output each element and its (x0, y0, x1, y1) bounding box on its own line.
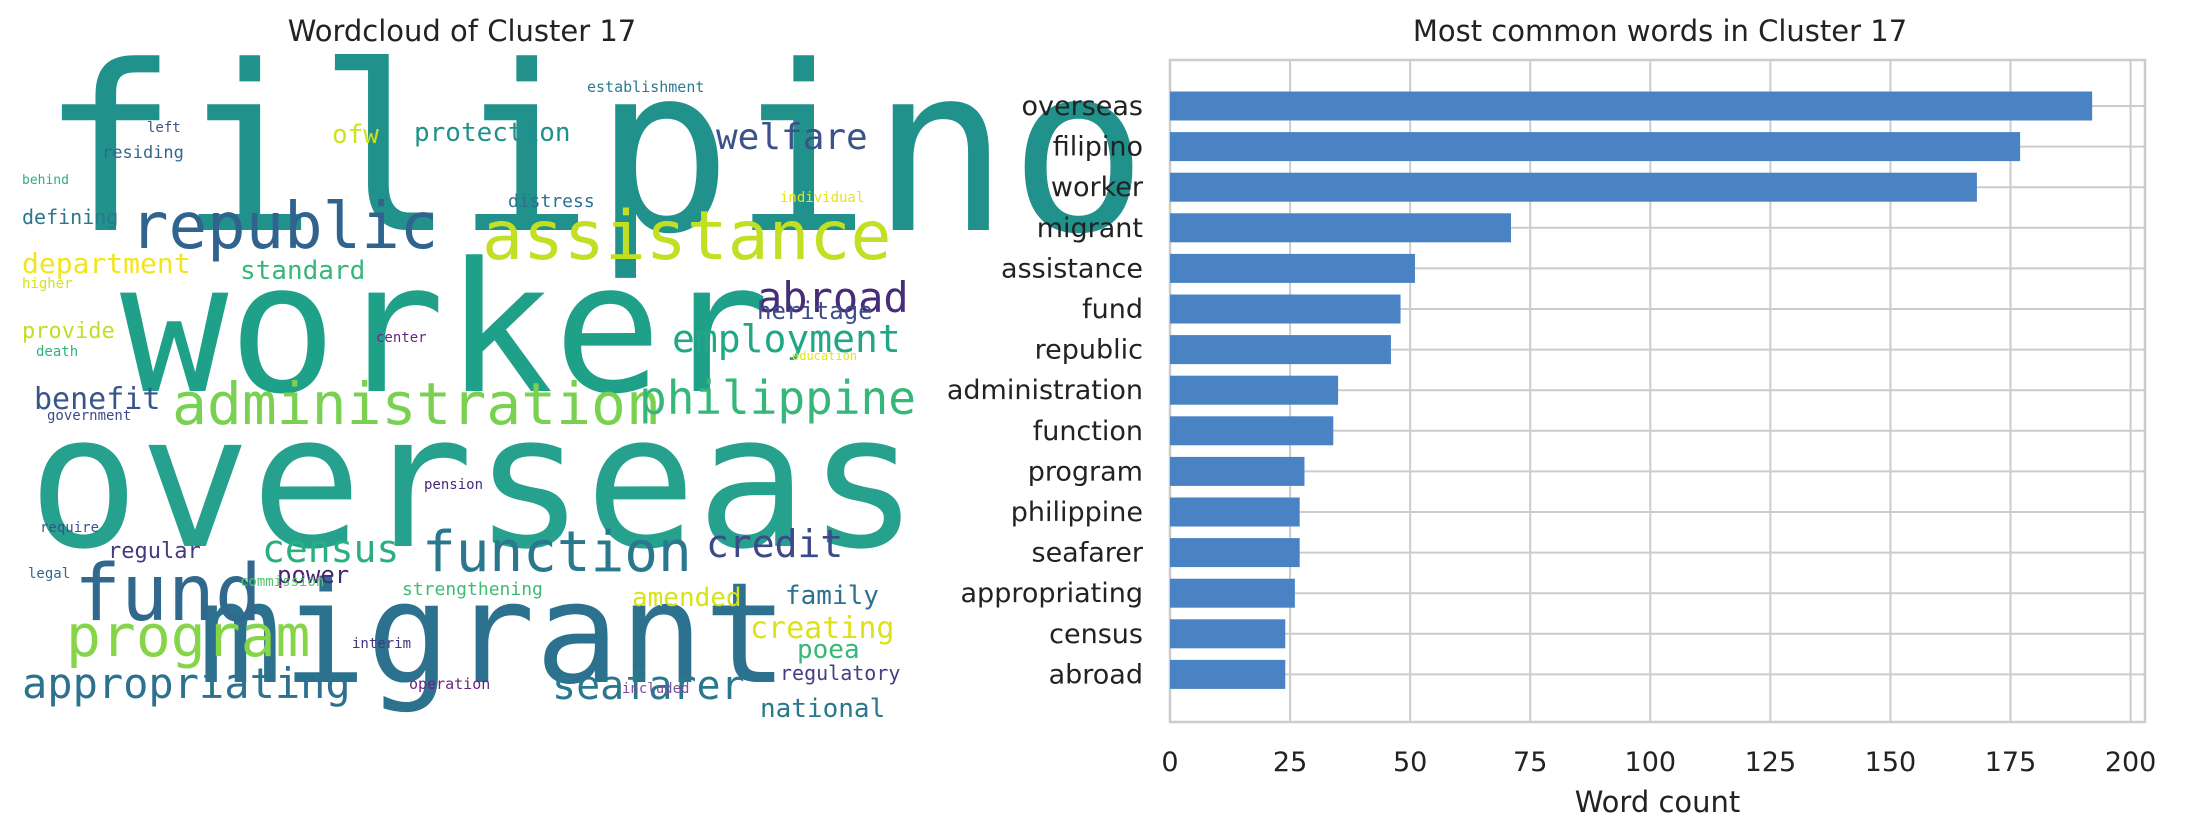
bar-seafarer (1170, 538, 1300, 568)
x-tick-label: 50 (1393, 747, 1427, 778)
y-tick-label: abroad (1049, 659, 1143, 690)
wordcloud-word-regular: regular (108, 539, 201, 564)
wordcloud-word-legal: legal (28, 566, 71, 582)
wordcloud-word-provide: provide (22, 319, 115, 344)
wordcloud-word-department: department (22, 247, 191, 280)
bar-chart-title: Most common words in Cluster 17 (1412, 14, 1908, 48)
wordcloud-word-appropriating: appropriating (22, 659, 351, 708)
wordcloud-word-commission: commission (240, 574, 325, 590)
wordcloud-title: Wordcloud of Cluster 17 (287, 14, 637, 48)
y-tick-label: program (1028, 456, 1143, 487)
wordcloud-word-creating: creating (750, 611, 895, 646)
wordcloud-word-credit: credit (706, 522, 844, 566)
wordcloud-word-worker: worker (120, 225, 771, 434)
wordcloud-word-amended: amended (632, 583, 742, 613)
wordcloud-word-assistance: assistance (482, 197, 892, 276)
x-tick-label: 175 (1985, 747, 2037, 778)
wordcloud-word-benefit: benefit (34, 382, 161, 417)
x-tick-label: 125 (1745, 747, 1797, 778)
bar-filipino (1170, 132, 2021, 162)
y-tick-label: overseas (1022, 91, 1144, 122)
wordcloud-word-distress: distress (508, 191, 595, 212)
wordcloud-word-administration: administration (172, 370, 661, 438)
wordcloud-word-included: included (622, 681, 690, 697)
wordcloud-word-protection: protection (414, 118, 571, 148)
bar-overseas (1170, 91, 2093, 121)
y-tick-label: worker (1051, 172, 1144, 203)
wordcloud-word-behind: behind (22, 173, 69, 188)
bar-fund (1170, 294, 1401, 324)
wordcloud-word-defining: defining (22, 205, 119, 229)
x-tick-label: 75 (1513, 747, 1547, 778)
y-tick-label: migrant (1037, 213, 1143, 244)
wordcloud-word-education: education (792, 349, 858, 363)
wordcloud-word-fund: fund (74, 549, 262, 639)
y-tick-label: republic (1035, 335, 1143, 366)
wordcloud: filipino worker overseas migrant republic ass… (22, 37, 1148, 724)
x-tick-label: 200 (2105, 747, 2157, 778)
bar-appropriating (1170, 578, 1295, 608)
bar-worker (1170, 172, 1977, 202)
wordcloud-word-require: require (40, 520, 100, 536)
wordcloud-word-death: death (36, 344, 79, 360)
y-tick-label: filipino (1053, 132, 1143, 163)
wordcloud-word-center: center (376, 330, 427, 346)
wordcloud-word-individual: individual (780, 190, 865, 206)
wordcloud-word-left: left (147, 120, 181, 136)
wordcloud-word-abroad: abroad (757, 273, 909, 322)
bar-abroad (1170, 659, 1286, 689)
bar-census (1170, 619, 1286, 649)
wordcloud-word-poea: poea (797, 635, 860, 665)
x-tick-label: 25 (1273, 747, 1307, 778)
wordcloud-word-power: power (277, 561, 350, 589)
wordcloud-word-census: census (262, 527, 400, 571)
wordcloud-word-regulatory: regulatory (780, 661, 901, 685)
wordcloud-word-function: function (422, 520, 692, 585)
wordcloud-word-interim: interim (352, 636, 412, 652)
wordcloud-word-overseas: overseas (28, 374, 920, 590)
y-tick-label: seafarer (1032, 538, 1144, 569)
bar-republic (1170, 335, 1391, 365)
wordcloud-word-higher: higher (22, 276, 73, 292)
wordcloud-word-republic: republic (130, 190, 439, 264)
wordcloud-word-migrant: migrant (198, 553, 789, 716)
wordcloud-word-national: national (760, 694, 886, 724)
wordcloud-word-family: family (785, 581, 879, 611)
bar-administration (1170, 375, 1339, 405)
x-tick-label: 150 (1865, 747, 1917, 778)
x-tick-label: 0 (1161, 747, 1178, 778)
wordcloud-word-government: government (47, 408, 132, 424)
y-tick-label: fund (1082, 294, 1143, 325)
y-tick-label: assistance (1001, 253, 1143, 284)
wordcloud-word-filipino: filipino (40, 18, 1148, 285)
wordcloud-word-welfare: welfare (716, 117, 868, 158)
bar-function (1170, 416, 1334, 446)
wordcloud-word-establishment: establishment (587, 78, 705, 96)
wordcloud-word-employment: employment (672, 317, 901, 361)
y-tick-label: census (1049, 619, 1143, 650)
wordcloud-word-pension: pension (424, 477, 484, 493)
wordcloud-word-residing: residing (102, 143, 184, 163)
x-axis-label: Word count (1575, 785, 1741, 819)
wordcloud-word-operation: operation (409, 675, 491, 693)
y-tick-label: philippine (1011, 497, 1143, 528)
wordcloud-word-philippine: philippine (639, 371, 916, 425)
wordcloud-word-heritage: heritage (757, 297, 873, 325)
wordcloud-word-standard: standard (240, 256, 366, 286)
y-tick-label: function (1033, 416, 1143, 447)
wordcloud-word-seafarer: seafarer (552, 663, 745, 709)
y-tick-label: administration (947, 375, 1143, 406)
bar-assistance (1170, 253, 1415, 283)
wordcloud-word-strengthening: strengthening (402, 579, 543, 600)
x-tick-label: 100 (1625, 747, 1677, 778)
bar-migrant (1170, 213, 1512, 243)
y-tick-label: appropriating (961, 578, 1143, 609)
wordcloud-word-ofw: ofw (332, 120, 379, 150)
bar-program (1170, 456, 1305, 486)
bar-philippine (1170, 497, 1300, 527)
wordcloud-word-program: program (66, 602, 311, 670)
